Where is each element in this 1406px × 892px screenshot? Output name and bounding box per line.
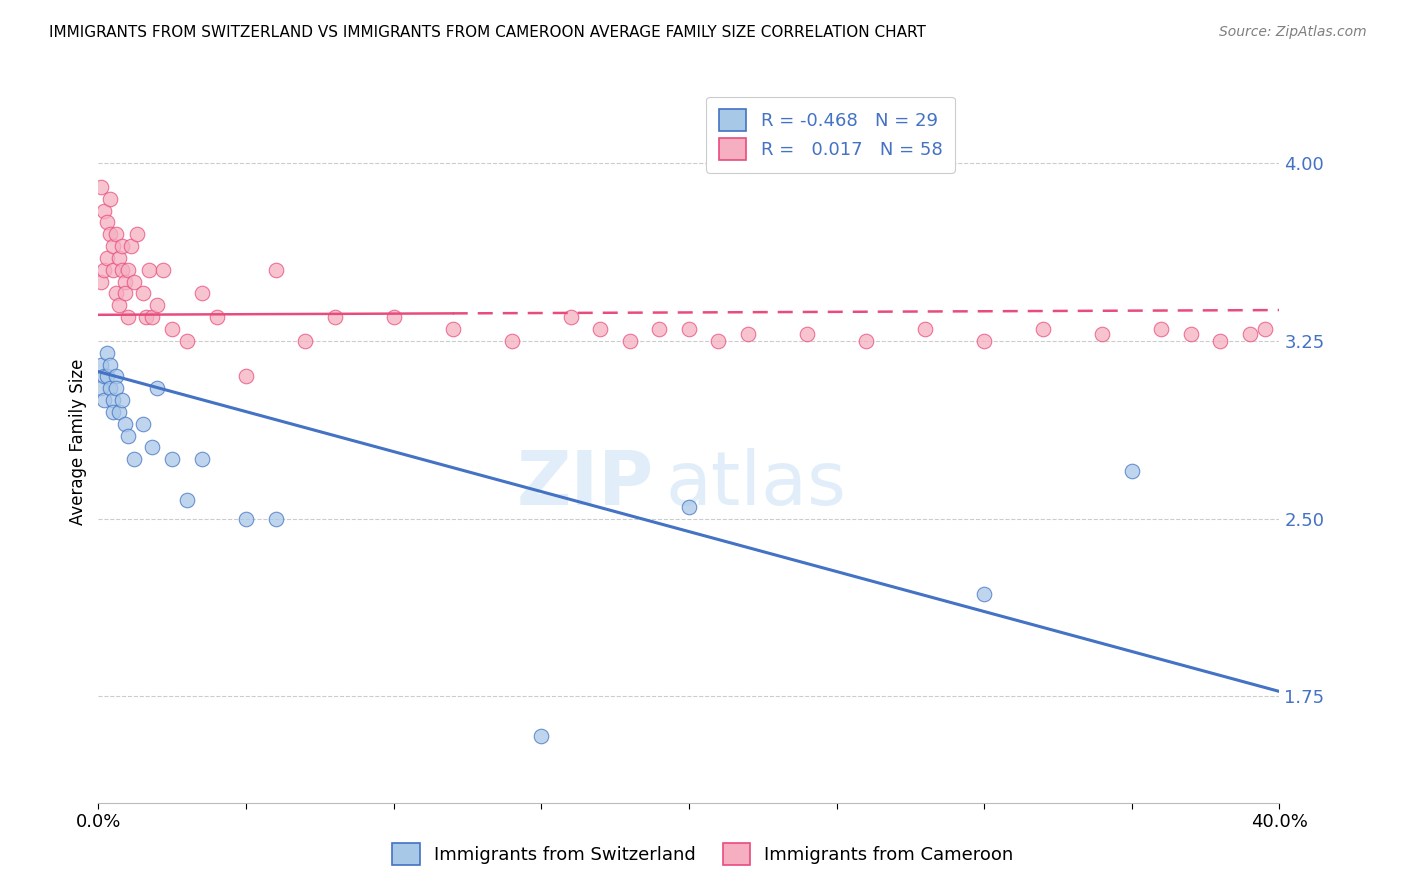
Point <box>191 452 214 467</box>
Text: IMMIGRANTS FROM SWITZERLAND VS IMMIGRANTS FROM CAMEROON AVERAGE FAMILY SIZE CORR: IMMIGRANTS FROM SWITZERLAND VS IMMIGRANT… <box>49 25 927 40</box>
Point <box>111 239 134 253</box>
Text: Source: ZipAtlas.com: Source: ZipAtlas.com <box>1219 25 1367 39</box>
Point <box>235 511 257 525</box>
Point <box>796 326 818 341</box>
Point <box>191 286 214 301</box>
Point <box>96 251 118 265</box>
Point <box>96 345 118 359</box>
Point <box>105 286 128 301</box>
Point <box>108 298 131 312</box>
Point <box>114 286 136 301</box>
Point <box>441 322 464 336</box>
Point <box>264 511 287 525</box>
Point <box>205 310 228 325</box>
Point <box>98 381 121 395</box>
Point <box>146 381 169 395</box>
Point <box>98 358 121 372</box>
Point <box>235 369 257 384</box>
Point <box>125 227 148 242</box>
Point <box>122 452 145 467</box>
Point <box>138 262 160 277</box>
Point <box>560 310 582 325</box>
Point <box>176 492 198 507</box>
Point <box>619 334 641 348</box>
Point <box>146 298 169 312</box>
Point <box>382 310 405 325</box>
Point <box>114 275 136 289</box>
Point <box>90 381 112 395</box>
Legend: R = -0.468   N = 29, R =   0.017   N = 58: R = -0.468 N = 29, R = 0.017 N = 58 <box>706 96 955 173</box>
Point <box>648 322 671 336</box>
Point <box>973 587 995 601</box>
Point <box>141 310 163 325</box>
Point <box>105 381 128 395</box>
Point <box>501 334 523 348</box>
Point <box>96 369 118 384</box>
Point <box>96 215 118 229</box>
Point <box>105 369 128 384</box>
Point <box>98 227 121 242</box>
Point <box>93 393 115 408</box>
Point <box>98 192 121 206</box>
Point <box>108 405 131 419</box>
Point <box>105 227 128 242</box>
Point <box>108 251 131 265</box>
Point <box>103 393 125 408</box>
Point <box>114 417 136 431</box>
Point <box>1032 322 1054 336</box>
Point <box>93 203 115 218</box>
Point <box>120 239 142 253</box>
Point <box>122 275 145 289</box>
Point <box>530 730 553 744</box>
Point <box>111 262 134 277</box>
Text: atlas: atlas <box>665 449 846 522</box>
Point <box>323 310 346 325</box>
Point <box>1239 326 1261 341</box>
Point <box>162 322 183 336</box>
Point <box>973 334 995 348</box>
Point <box>132 417 155 431</box>
Point <box>264 262 287 277</box>
Point <box>1209 334 1232 348</box>
Point <box>707 334 730 348</box>
Point <box>93 262 115 277</box>
Point <box>1150 322 1173 336</box>
Point <box>152 262 174 277</box>
Point <box>678 500 700 514</box>
Point <box>103 262 125 277</box>
Point <box>90 358 112 372</box>
Point <box>162 452 183 467</box>
Point <box>93 369 115 384</box>
Legend: Immigrants from Switzerland, Immigrants from Cameroon: Immigrants from Switzerland, Immigrants … <box>385 836 1021 872</box>
Point <box>90 180 112 194</box>
Point <box>176 334 198 348</box>
Point <box>1121 464 1143 478</box>
Point <box>294 334 316 348</box>
Point <box>132 286 155 301</box>
Text: ZIP: ZIP <box>516 449 654 522</box>
Point <box>111 393 134 408</box>
Point <box>1091 326 1114 341</box>
Point <box>141 441 163 455</box>
Point <box>737 326 759 341</box>
Point <box>1180 326 1202 341</box>
Point <box>103 405 125 419</box>
Point <box>914 322 936 336</box>
Y-axis label: Average Family Size: Average Family Size <box>69 359 87 524</box>
Point <box>117 262 139 277</box>
Point <box>117 428 139 442</box>
Point <box>90 275 112 289</box>
Point <box>855 334 877 348</box>
Point <box>103 239 125 253</box>
Point <box>1254 322 1277 336</box>
Point <box>589 322 612 336</box>
Point <box>678 322 700 336</box>
Point <box>135 310 157 325</box>
Point <box>117 310 139 325</box>
